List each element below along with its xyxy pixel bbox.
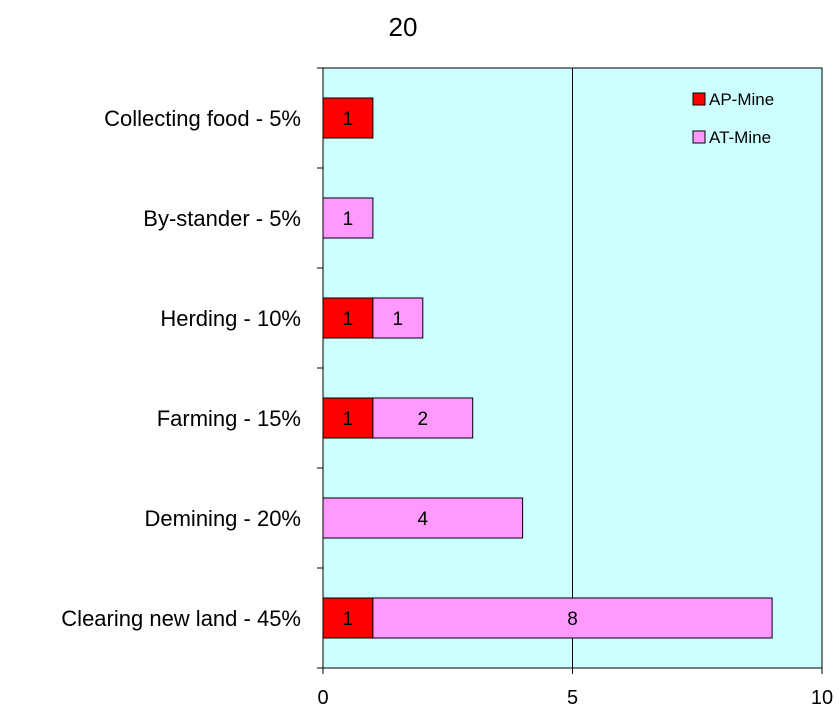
bar-segment-at-mine bbox=[372, 297, 424, 339]
category-label: Collecting food - 5% bbox=[104, 106, 301, 131]
axes: Collecting food - 5% By-stander - 5% Herdi… bbox=[61, 67, 833, 709]
bar-segment-ap-mine bbox=[322, 397, 374, 439]
bar-segment-ap-mine bbox=[322, 597, 374, 639]
data-label: 4 bbox=[418, 509, 429, 530]
legend-swatch bbox=[692, 92, 706, 106]
category-label: Herding - 10% bbox=[160, 306, 301, 331]
data-label: 8 bbox=[567, 609, 578, 630]
category-label: Clearing new land - 45% bbox=[61, 606, 301, 631]
chart-title: 20 bbox=[389, 12, 418, 42]
x-tick-label: 10 bbox=[811, 687, 833, 709]
legend-swatch bbox=[692, 130, 706, 144]
legend-label: AP-Mine bbox=[709, 90, 774, 109]
bar-segment-ap-mine bbox=[322, 97, 374, 139]
category-label: Demining - 20% bbox=[144, 506, 301, 531]
data-label: 1 bbox=[343, 409, 354, 430]
legend: AP-Mine AT-Mine bbox=[692, 90, 774, 147]
bar-segment-at-mine bbox=[322, 197, 374, 239]
data-label: 1 bbox=[343, 609, 354, 630]
x-tick-label: 0 bbox=[317, 687, 328, 709]
category-label: Farming - 15% bbox=[157, 406, 301, 431]
legend-label: AT-Mine bbox=[709, 128, 771, 147]
bars: 1 1 1 1 1 2 4 1 8 bbox=[322, 97, 773, 639]
category-label: By-stander - 5% bbox=[143, 206, 301, 231]
data-label: 1 bbox=[393, 309, 404, 330]
data-label: 1 bbox=[343, 209, 354, 230]
bar-segment-at-mine bbox=[372, 597, 773, 639]
data-label: 2 bbox=[418, 409, 429, 430]
bar-segment-at-mine bbox=[372, 397, 474, 439]
data-label: 1 bbox=[343, 109, 354, 130]
bar-segment-at-mine bbox=[322, 497, 524, 539]
data-label: 1 bbox=[343, 309, 354, 330]
x-tick-label: 5 bbox=[567, 687, 578, 709]
